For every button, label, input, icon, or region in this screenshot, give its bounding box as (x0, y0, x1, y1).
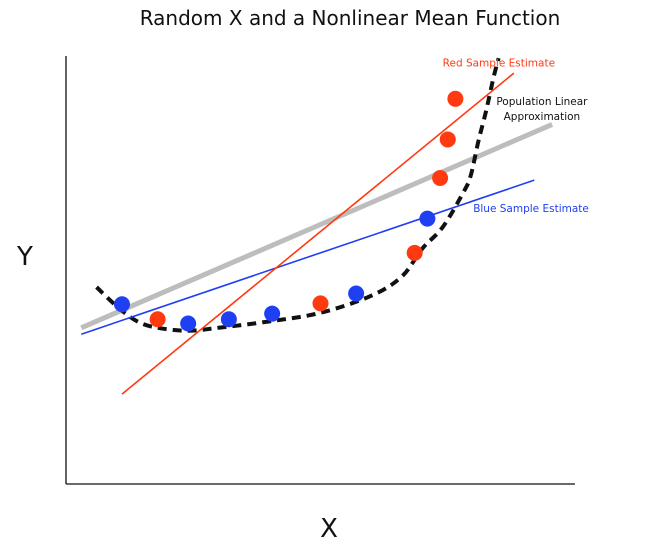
x-axis-label: X (320, 514, 338, 544)
red-sample-point (149, 311, 166, 328)
annotation-label: Red Sample Estimate (443, 58, 555, 70)
plot-area: Red Sample Estimate Population Linear Appr… (80, 57, 589, 395)
red-sample-point (312, 295, 329, 312)
annotation-label: Approximation (504, 111, 581, 123)
annotation-label: Blue Sample Estimate (473, 203, 589, 215)
blue-sample-point (220, 311, 237, 328)
y-axis-label: Y (16, 242, 33, 272)
blue-sample-point (180, 315, 197, 332)
red-sample-point (439, 131, 456, 148)
blue-sample-estimate-line (81, 179, 535, 335)
blue-sample-point (264, 305, 281, 322)
annotation-label: Population Linear (496, 96, 588, 108)
mean-function-curve (95, 57, 501, 333)
blue-sample-point (348, 285, 365, 302)
red-sample-point (447, 90, 464, 107)
blue-sample-point (419, 210, 436, 227)
red-sample-estimate-line (121, 72, 515, 395)
chart-title: Random X and a Nonlinear Mean Function (140, 6, 561, 30)
blue-sample-point (113, 296, 130, 313)
red-sample-point (432, 169, 449, 186)
red-sample-point (406, 244, 423, 261)
